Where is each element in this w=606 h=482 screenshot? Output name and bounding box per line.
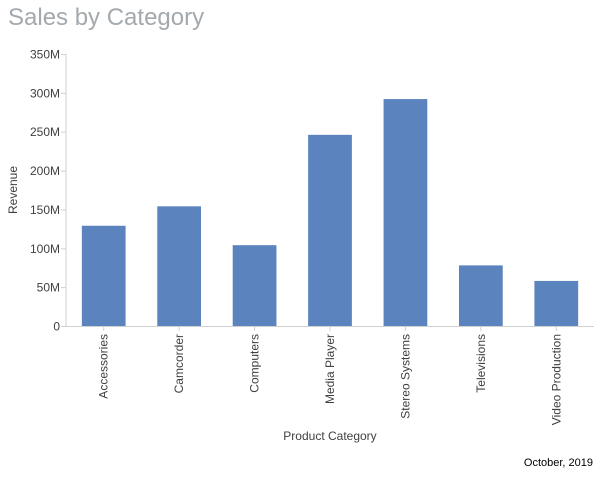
x-tick-label: Video Production (549, 334, 563, 425)
bar[interactable] (534, 280, 579, 326)
x-tick-label: Media Player (323, 334, 337, 404)
y-axis: 0 50M 100M 150M 200M 250M 300M 350M (30, 48, 67, 334)
bar[interactable] (458, 265, 503, 326)
y-tick-label: 300M (30, 86, 60, 100)
y-tick-label: 250M (30, 125, 60, 139)
x-tick-label: Computers (248, 334, 262, 393)
y-tick-label: 150M (30, 203, 60, 217)
chart-title: Sales by Category (8, 4, 205, 31)
bars (81, 99, 579, 327)
y-tick-label: 100M (30, 242, 60, 256)
x-tick-label: Televisions (474, 334, 488, 393)
y-axis-label: Revenue (6, 166, 20, 214)
y-tick-label: 50M (37, 281, 60, 295)
footer-date: October, 2019 (523, 457, 593, 469)
x-axis: Accessories Camcorder Computers Media Playe… (66, 326, 594, 425)
y-tick-label: 200M (30, 164, 60, 178)
x-tick-label: Stereo Systems (398, 334, 412, 419)
bar[interactable] (308, 134, 352, 326)
bar[interactable] (157, 206, 202, 326)
bar[interactable] (383, 99, 428, 327)
bar[interactable] (81, 225, 126, 326)
x-tick-label: Camcorder (172, 334, 186, 393)
x-tick-label: Accessories (97, 334, 111, 399)
y-tick-label: 350M (30, 48, 60, 62)
x-axis-label: Product Category (283, 429, 376, 443)
bar[interactable] (232, 245, 277, 326)
y-tick-label: 0 (53, 320, 60, 334)
